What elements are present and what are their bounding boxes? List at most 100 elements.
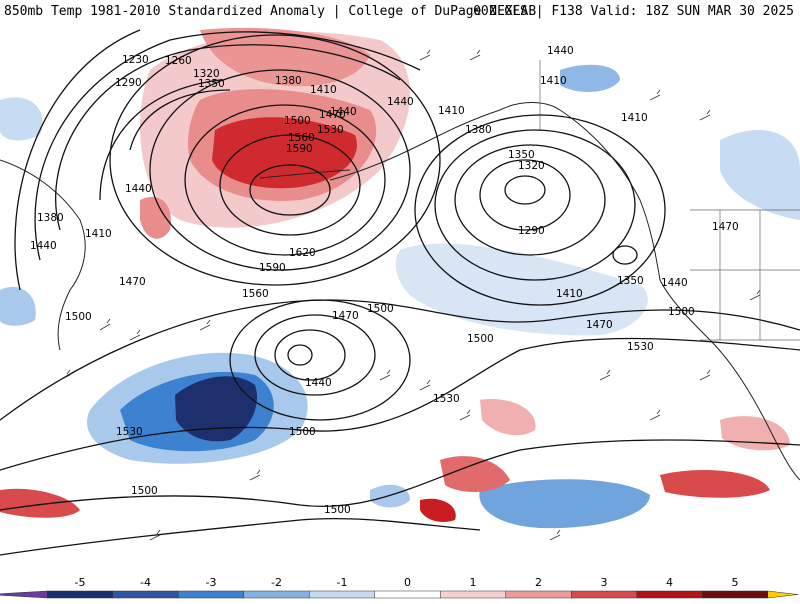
contour-label: 1500 — [65, 311, 92, 323]
contour-label: 1440 — [661, 277, 688, 289]
contour-label: 1470 — [712, 221, 739, 233]
contour-long — [0, 299, 800, 421]
legend-color-segment — [309, 590, 375, 599]
legend-low-arrow — [0, 590, 48, 599]
contour-arc — [14, 29, 141, 291]
contour-label: 1530 — [116, 426, 143, 438]
legend-tick-label: 2 — [535, 576, 542, 589]
contour-label: 1560 — [242, 288, 269, 300]
legend-color-segment — [440, 590, 506, 599]
contour-label: 1350 — [198, 78, 225, 90]
cool-anomaly-northwest — [0, 97, 43, 141]
height-contours — [0, 29, 800, 556]
legend-tick-label: 5 — [732, 576, 739, 589]
contour-ring — [184, 104, 386, 256]
contour-label: 1470 — [119, 276, 146, 288]
contour-label: 1530 — [433, 393, 460, 405]
contour-label: 1530 — [627, 341, 654, 353]
cool-anomaly-asia — [0, 286, 36, 326]
contour-label: 1410 — [621, 112, 648, 124]
contour-label: 1470 — [586, 319, 613, 331]
contour-label: 1500 — [367, 303, 394, 315]
warm-anomaly-sw — [0, 488, 80, 518]
warm-anomaly-west — [140, 196, 171, 239]
contour-label: 1530 — [317, 124, 344, 136]
contour-long — [0, 518, 481, 556]
legend-tick-label: 4 — [666, 576, 673, 589]
contour-ring — [434, 129, 636, 281]
contour-arc — [55, 44, 401, 231]
contour-ring — [414, 114, 666, 306]
legend-color-segment — [702, 590, 768, 599]
warm-anomaly-bering-core — [212, 117, 357, 189]
model-run-info: 00Z GFS | F138 Valid: 18Z SUN MAR 30 202… — [473, 4, 794, 19]
legend-tick-label: -5 — [75, 576, 86, 589]
cool-anomaly-pacific-core — [175, 376, 258, 442]
contour-label: 1440 — [125, 183, 152, 195]
contour-ring — [219, 134, 361, 236]
contour-label: 1290 — [115, 77, 142, 89]
contour-ring — [249, 164, 331, 216]
contour-label: 1500 — [289, 426, 316, 438]
contour-long — [0, 439, 800, 511]
contour-label: 1500 — [284, 115, 311, 127]
legend-color-segment — [243, 590, 310, 599]
legend-color-bar — [0, 590, 799, 599]
wind-barbs — [59, 49, 761, 541]
warm-anomaly-se — [660, 470, 770, 498]
legend-tick-labels: -5 -4 -3 -2 -1 0 1 2 3 4 5 — [75, 576, 739, 589]
color-scale-legend: -5 -4 -3 -2 -1 0 1 2 3 4 5 — [0, 576, 800, 600]
legend-color-segment — [505, 590, 572, 599]
warm-anomaly-central — [480, 399, 536, 436]
contour-label: 1410 — [438, 105, 465, 117]
na-west-coast — [659, 279, 800, 481]
contour-ring — [287, 344, 313, 366]
contour-label: 1290 — [518, 225, 545, 237]
contour-label: 1230 — [122, 54, 149, 66]
contour-label: 1410 — [556, 288, 583, 300]
warm-anomaly-south-2 — [420, 498, 456, 522]
contour-label: 1500 — [668, 306, 695, 318]
contour-ring — [504, 175, 546, 205]
contour-label: 1440 — [547, 45, 574, 57]
contour-label: 1500 — [467, 333, 494, 345]
contour-label: 1410 — [310, 84, 337, 96]
contour-label: 1380 — [37, 212, 64, 224]
warm-anomaly-north — [200, 27, 370, 87]
political-borders — [539, 60, 800, 341]
warm-anomaly-south-1 — [440, 456, 510, 492]
cool-anomaly-south-small — [370, 484, 410, 508]
contour-ring — [274, 329, 346, 381]
contour-label: 1470 — [319, 109, 346, 121]
legend-color-segment — [112, 590, 179, 599]
contour-ring — [149, 69, 411, 271]
contour-ring — [612, 245, 638, 265]
contour-arc — [34, 31, 421, 261]
cool-anomaly-canada — [720, 130, 800, 220]
contour-label: 1380 — [465, 124, 492, 136]
legend-high-arrow — [767, 590, 799, 599]
map-title: 850mb Temp 1981-2010 Standardized Anomal… — [4, 4, 537, 19]
alaska-coast — [329, 102, 661, 281]
contour-label: 1350 — [617, 275, 644, 287]
cool-anomaly-alaska — [560, 64, 620, 92]
aleutian-chain — [259, 169, 351, 179]
contour-label: 1590 — [259, 262, 286, 274]
coastlines — [0, 102, 800, 481]
contour-ring — [109, 34, 441, 286]
contour-label: 1440 — [30, 240, 57, 252]
anomaly-map: 1230 1260 1320 1290 1350 1380 1410 1440 … — [0, 24, 800, 576]
contour-label: 1440 — [305, 377, 332, 389]
contour-label: 1500 — [131, 485, 158, 497]
cool-anomaly-south — [479, 479, 650, 529]
contour-label: 1320 — [518, 160, 545, 172]
contour-labels: 1230 1260 1320 1290 1350 1380 1410 1440 … — [30, 45, 739, 516]
contour-arc — [99, 79, 221, 201]
contour-ring — [454, 144, 606, 256]
contour-label: 1260 — [165, 55, 192, 67]
contour-label: 1410 — [540, 75, 567, 87]
contour-arc — [129, 89, 231, 151]
contour-label: 1320 — [193, 68, 220, 80]
legend-color-segment — [636, 590, 703, 599]
legend-tick-label: 3 — [601, 576, 608, 589]
